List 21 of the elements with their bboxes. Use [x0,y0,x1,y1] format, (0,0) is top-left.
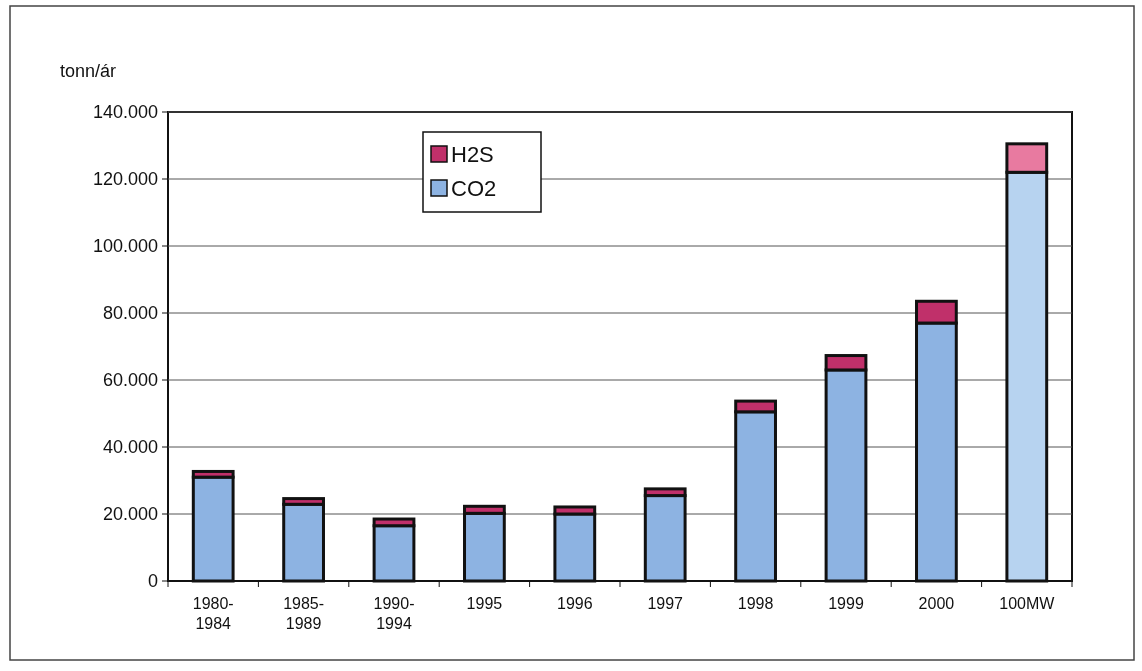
y-tick-label: 0 [147,571,158,592]
y-tick-label: 140.000 [92,102,158,123]
legend-label: CO2 [451,175,497,201]
x-tick-label: 1997 [647,595,684,612]
legend-label: H2S [451,141,494,167]
x-tick-label: 1985- 1989 [283,595,325,632]
x-tick-label: 1998 [737,595,774,612]
y-tick-label: 20.000 [102,504,158,525]
x-tick-label: 2000 [918,595,955,612]
x-tick-label: 100MW [999,595,1056,612]
x-tick-label: 1999 [828,595,864,612]
y-axis-title: tonn/ár [60,61,117,81]
x-tick-label: 1990- 1994 [373,595,415,632]
y-tick-label: 40.000 [102,437,158,458]
x-tick-label: 1995 [466,595,503,612]
y-tick-label: 120.000 [92,169,158,190]
y-tick-label: 100.000 [92,236,158,257]
x-tick-label: 1980- 1984 [192,595,234,632]
y-tick-label: 60.000 [102,370,158,391]
y-tick-label: 80.000 [102,303,158,324]
x-tick-label: 1996 [557,595,593,612]
